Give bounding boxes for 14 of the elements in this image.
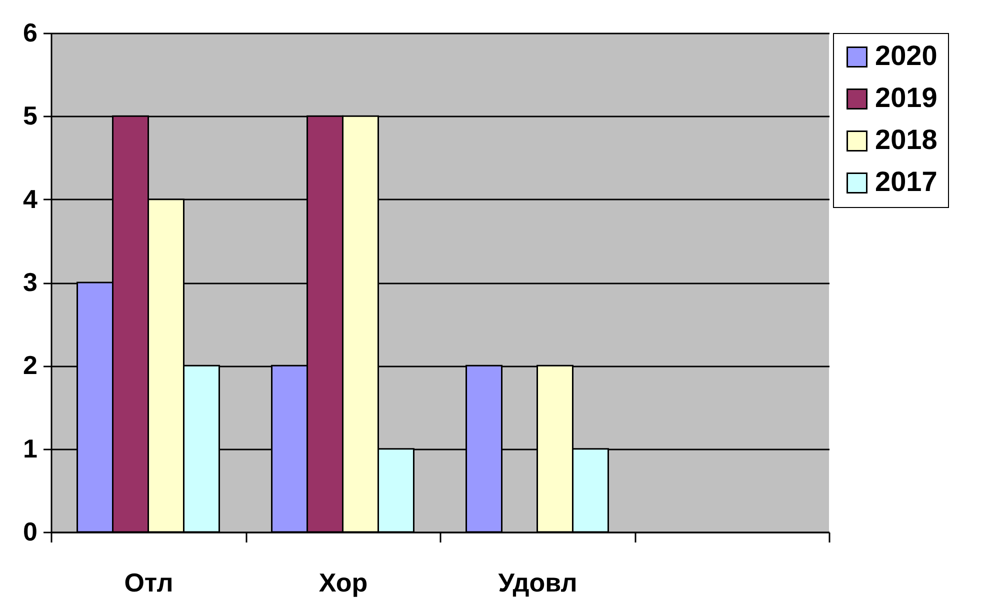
y-tick-label: 5	[23, 100, 38, 131]
x-tick-label: Хор	[318, 568, 368, 598]
legend-label: 2019	[875, 82, 938, 113]
y-tick-label: 1	[23, 433, 38, 464]
y-tick-label: 6	[23, 18, 38, 48]
x-tick-label: Отл	[124, 568, 174, 598]
x-tick-label: Удовл	[498, 568, 578, 598]
legend-label: 2020	[875, 40, 938, 71]
y-tick-label: 3	[23, 267, 38, 297]
legend-label: 2018	[875, 124, 938, 155]
y-tick-label: 2	[23, 350, 38, 380]
legend-label: 2017	[875, 166, 938, 197]
y-tick-label: 4	[23, 184, 38, 214]
y-tick-label: 0	[23, 516, 38, 546]
